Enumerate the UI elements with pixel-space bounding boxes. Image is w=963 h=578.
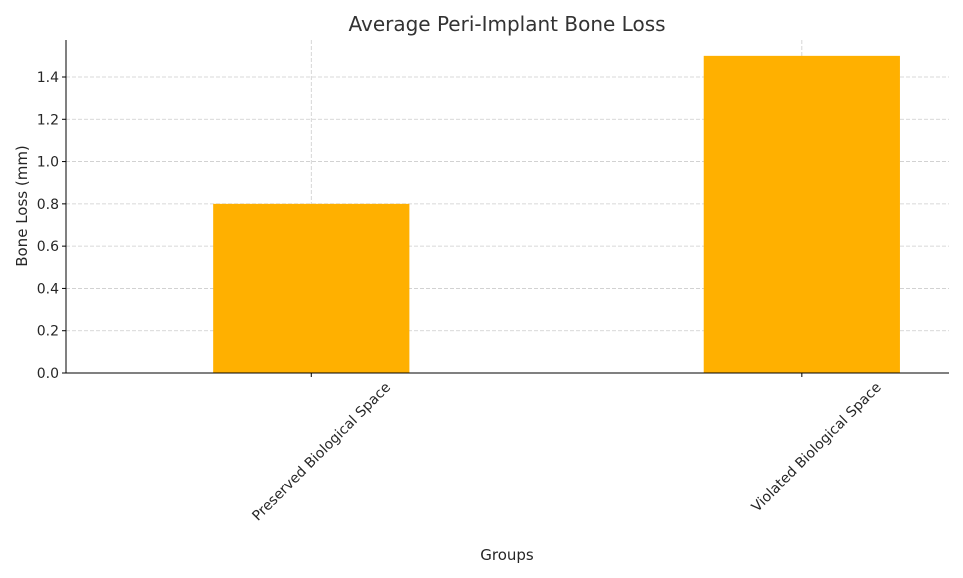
chart-title: Average Peri-Implant Bone Loss (348, 12, 665, 36)
x-tick-label: Preserved Biological Space (249, 380, 394, 525)
y-axis-label: Bone Loss (mm) (13, 145, 31, 267)
y-tick-label: 0.6 (37, 239, 59, 255)
x-axis-label: Groups (480, 546, 534, 564)
bar (703, 55, 900, 373)
bar (213, 203, 410, 373)
y-tick-label: 0.8 (37, 197, 59, 213)
y-tick-label: 1.4 (37, 70, 59, 86)
x-tick-label: Violated Biological Space (749, 380, 885, 516)
bar-layer (213, 55, 900, 373)
y-tick-label: 1.0 (37, 155, 59, 171)
y-tick-label: 0.0 (37, 366, 59, 382)
y-tick-label: 1.2 (37, 112, 59, 128)
y-tick-label: 0.4 (37, 281, 59, 297)
y-tick-label: 0.2 (37, 324, 59, 340)
